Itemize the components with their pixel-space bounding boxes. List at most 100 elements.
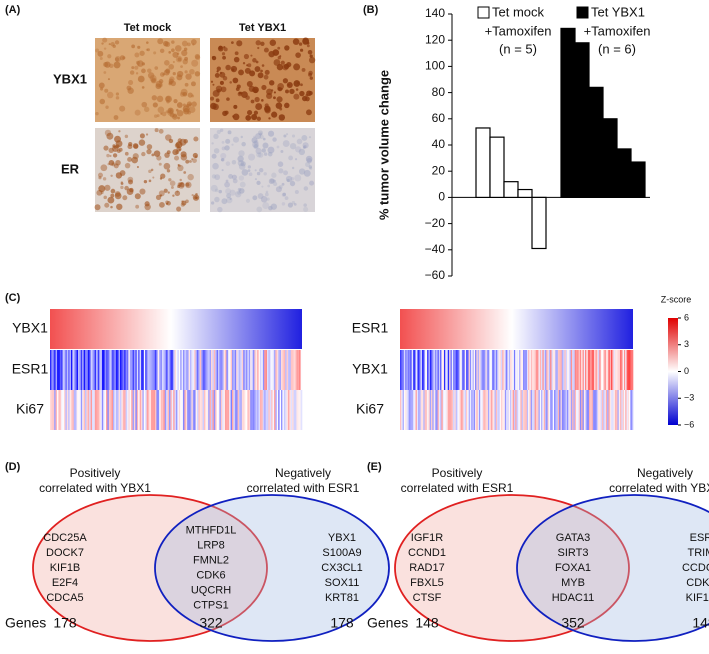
heatmap-cell bbox=[230, 350, 233, 390]
heatmap-cell bbox=[211, 390, 213, 430]
cell bbox=[295, 146, 302, 153]
colorbar-tick-label: −3 bbox=[684, 393, 694, 403]
heatmap-cell bbox=[139, 350, 142, 390]
heatmap-cell bbox=[233, 350, 236, 390]
heatmap-cell bbox=[446, 350, 449, 390]
cell bbox=[147, 72, 155, 79]
heatmap-cell bbox=[72, 390, 75, 430]
heatmap-cell bbox=[587, 390, 590, 430]
cell bbox=[185, 182, 190, 187]
cell bbox=[169, 180, 176, 187]
heatmap-cell bbox=[190, 350, 192, 390]
heatmap-cell bbox=[82, 350, 84, 390]
heatmap-cell bbox=[69, 350, 72, 390]
heatmap-cell bbox=[71, 390, 73, 430]
heatmap-cell bbox=[300, 350, 303, 390]
heatmap-cell bbox=[459, 390, 462, 430]
bar bbox=[531, 196, 547, 250]
heatmap-cell bbox=[146, 390, 149, 430]
heatmap-cell bbox=[253, 350, 255, 390]
cell bbox=[238, 188, 245, 194]
heatmap-cell bbox=[530, 350, 533, 390]
heatmap-cell bbox=[299, 350, 301, 390]
panel-label: (A) bbox=[5, 4, 21, 16]
heatmap-cell bbox=[114, 390, 117, 430]
cell bbox=[194, 71, 201, 77]
heatmap-cell bbox=[163, 350, 166, 390]
cell bbox=[287, 202, 293, 208]
cell bbox=[252, 141, 259, 148]
heatmap-cell bbox=[445, 350, 447, 390]
heatmap-cell bbox=[134, 350, 136, 390]
heatmap-cell bbox=[230, 390, 233, 430]
heatmap-cell bbox=[400, 350, 402, 390]
cell bbox=[216, 66, 221, 71]
gene-name: DOCK7 bbox=[46, 547, 84, 559]
cell bbox=[255, 103, 263, 111]
heatmap-cell bbox=[194, 350, 196, 390]
cell bbox=[221, 198, 228, 205]
cell bbox=[151, 95, 157, 101]
gene-name: CTSF bbox=[413, 592, 442, 604]
cell bbox=[128, 179, 133, 185]
cell bbox=[253, 140, 259, 145]
cell bbox=[294, 190, 299, 195]
cell bbox=[179, 182, 185, 188]
cell bbox=[127, 157, 133, 162]
heatmap-cell bbox=[497, 350, 499, 390]
cell bbox=[177, 116, 180, 120]
heatmap-cell bbox=[510, 390, 512, 430]
cell bbox=[292, 38, 300, 45]
cell bbox=[301, 134, 308, 141]
heatmap-cell bbox=[135, 350, 138, 390]
cell bbox=[104, 129, 112, 137]
cell bbox=[146, 41, 149, 44]
heatmap-cell bbox=[54, 390, 56, 430]
heatmap-cell bbox=[268, 390, 271, 430]
heatmap-cell bbox=[596, 390, 599, 430]
row-label: ER bbox=[61, 161, 80, 176]
heatmap-cell bbox=[225, 350, 227, 390]
cell bbox=[124, 134, 129, 139]
heatmap-cell bbox=[111, 350, 114, 390]
heatmap-cell bbox=[511, 390, 513, 430]
cell bbox=[134, 109, 141, 116]
venn-title: Negatively bbox=[275, 466, 331, 480]
heatmap-cell bbox=[424, 350, 427, 390]
gene-name: KRT81 bbox=[325, 592, 359, 604]
cell bbox=[134, 193, 141, 200]
cell bbox=[118, 130, 121, 133]
cell bbox=[184, 70, 188, 74]
heatmap-cell bbox=[466, 390, 468, 430]
cell bbox=[186, 42, 191, 47]
heatmap-cell bbox=[546, 390, 548, 430]
cell bbox=[255, 147, 262, 155]
heatmap-cell bbox=[551, 350, 554, 390]
heatmap-cell bbox=[296, 350, 299, 390]
heatmap-cell bbox=[613, 350, 616, 390]
heatmap-cell bbox=[495, 390, 498, 430]
cell bbox=[216, 70, 219, 73]
cell bbox=[168, 63, 175, 70]
cell bbox=[147, 68, 152, 73]
cell bbox=[238, 150, 245, 157]
y-tick-label: 100 bbox=[425, 59, 445, 73]
bar bbox=[517, 188, 533, 198]
heatmap-cell bbox=[577, 350, 579, 390]
heatmap-cell bbox=[104, 350, 107, 390]
cell bbox=[144, 201, 150, 207]
heatmap-cell bbox=[184, 350, 187, 390]
heatmap-cell bbox=[516, 390, 519, 430]
cell bbox=[300, 83, 303, 87]
cell bbox=[255, 133, 262, 140]
cell bbox=[257, 193, 264, 199]
heatmap-cell bbox=[529, 390, 532, 430]
heatmap-cell bbox=[59, 390, 62, 430]
cell bbox=[168, 78, 174, 84]
heatmap-cell bbox=[264, 350, 266, 390]
cell bbox=[294, 174, 302, 182]
cell bbox=[220, 86, 227, 93]
y-tick-label: 80 bbox=[432, 85, 446, 99]
bar bbox=[475, 127, 491, 199]
heatmap-cell bbox=[185, 350, 188, 390]
